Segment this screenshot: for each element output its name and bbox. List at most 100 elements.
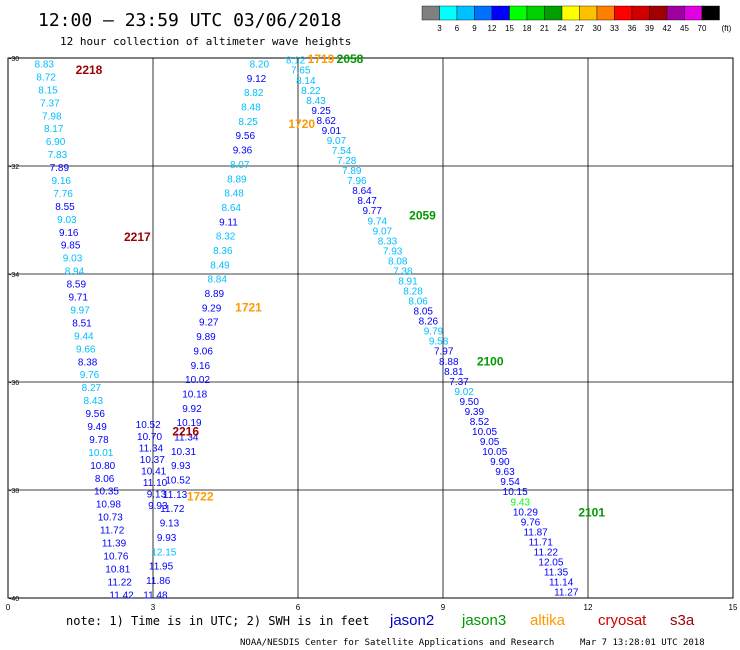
pass-number-label: 1719 [308, 52, 335, 66]
pass-number-label: 2101 [578, 506, 605, 520]
wave-height-label: 10.05 [472, 427, 497, 438]
colorbar-tick: 15 [505, 24, 514, 33]
footer-note: note: 1) Time is in UTC; 2) SWH is in fe… [66, 614, 369, 628]
wave-height-label: 9.13 [160, 519, 180, 530]
wave-height-label: 9.71 [68, 293, 88, 304]
wave-height-label: 10.02 [185, 375, 210, 386]
colorbar-swatch [456, 5, 475, 21]
wave-height-label: 7.54 [332, 146, 352, 157]
wave-height-label: 7.65 [291, 66, 311, 77]
wave-height-label: 10.37 [140, 455, 165, 466]
wave-height-label: 11.22 [108, 577, 133, 588]
wave-height-label: 9.16 [51, 176, 71, 187]
colorbar-tick: 6 [455, 24, 460, 33]
wave-height-label: 8.28 [403, 287, 423, 298]
wave-height-label: 10.73 [98, 513, 123, 524]
colorbar-swatch [439, 5, 458, 21]
wave-height-label: 8.12 [286, 56, 306, 67]
wave-height-label: 8.59 [67, 280, 87, 291]
wave-height-label: 9.03 [63, 254, 83, 265]
y-tick-label: -36 [9, 380, 19, 387]
wave-height-label: 9.74 [368, 216, 388, 227]
wave-height-label: 8.15 [38, 85, 58, 96]
colorbar-tick: 39 [645, 24, 654, 33]
wave-height-label: 8.27 [82, 383, 102, 394]
wave-height-label: 8.52 [470, 417, 490, 428]
wave-height-label: 8.81 [444, 367, 464, 378]
colorbar-tick: 9 [472, 24, 477, 33]
wave-height-label: 9.97 [70, 305, 90, 316]
pass-number-label: 2100 [477, 354, 504, 368]
colorbar-tick: 70 [698, 24, 707, 33]
wave-height-label: 8.14 [296, 76, 316, 87]
wave-height-label: 9.78 [89, 435, 109, 446]
wave-height-label: 7.37 [40, 98, 60, 109]
wave-height-label: 8.48 [224, 189, 244, 200]
x-tick-label: 9 [441, 603, 446, 612]
wave-height-label: 8.89 [205, 289, 225, 300]
colorbar-tick: 33 [610, 24, 619, 33]
wave-height-label: 8.05 [414, 307, 434, 318]
chart-title: 12:00 – 23:59 UTC 03/06/2018 [38, 10, 341, 31]
wave-height-label: 11.34 [139, 443, 164, 454]
x-tick-label: 3 [151, 603, 156, 612]
wave-height-label: 9.25 [311, 106, 331, 117]
wave-height-label: 10.80 [90, 461, 115, 472]
wave-height-label: 7.96 [347, 176, 367, 187]
colorbar-swatch [579, 5, 598, 21]
pass-labels: 2218 2217 2216 1720 1721 1722 1719 2058 2059 2100… [76, 52, 606, 520]
wave-height-label: 10.29 [513, 507, 538, 518]
wave-height-label: 9.29 [202, 303, 222, 314]
wave-height-label: 8.07 [230, 160, 250, 171]
wave-height-label: 11.13 [163, 490, 188, 501]
wave-height-label: 8.08 [388, 256, 408, 267]
wave-height-label: 8.51 [72, 318, 92, 329]
wave-height-label: 11.87 [523, 527, 548, 538]
wave-height-label: 9.03 [57, 215, 77, 226]
wave-height-label: 11.48 [143, 590, 168, 601]
wave-height-label: 9.44 [74, 331, 94, 342]
wave-height-label: 8.49 [210, 260, 230, 271]
colorbar-tick: 24 [558, 24, 567, 33]
colorbar-swatch [631, 5, 650, 21]
colorbar-swatch [544, 5, 563, 21]
colorbar-tick: 30 [593, 24, 602, 33]
wave-height-label: 7.98 [42, 111, 62, 122]
wave-height-label: 9.16 [191, 361, 211, 372]
wave-height-label: 8.55 [55, 202, 75, 213]
pass-number-label: 1720 [288, 117, 315, 131]
wave-height-label: 8.47 [357, 196, 377, 207]
wave-height-label: 8.88 [439, 357, 459, 368]
wave-height-label: 9.93 [171, 461, 191, 472]
wave-height-label: 11.35 [544, 568, 569, 579]
wave-height-label: 9.01 [322, 126, 342, 137]
y-tick-label: -30 [9, 56, 19, 63]
wave-height-label: 8.06 [408, 297, 428, 308]
wave-height-label: 11.10 [143, 478, 168, 489]
colorbar-swatch [614, 5, 633, 21]
colorbar-tick: 21 [540, 24, 549, 33]
colorbar-swatch [596, 5, 615, 21]
wave-height-label: 7.89 [50, 163, 70, 174]
wave-height-label: 9.49 [87, 422, 107, 433]
colorbar-swatch [509, 5, 528, 21]
wave-height-label: 11.14 [549, 578, 574, 589]
wave-height-label: 10.41 [141, 466, 166, 477]
wave-height-label: 9.39 [465, 407, 485, 418]
wave-height-label: 9.93 [157, 533, 177, 544]
wave-height-label: 8.32 [216, 232, 236, 243]
wave-height-label: 10.15 [503, 487, 528, 498]
wave-height-label: 11.42 [109, 590, 134, 601]
pass-number-label: 2218 [76, 63, 103, 77]
wave-height-label: 8.20 [250, 59, 270, 70]
x-tick-label: 0 [6, 603, 11, 612]
colorbar-swatch [684, 5, 703, 21]
wave-height-label: 7.76 [53, 189, 73, 200]
wave-height-label: 8.06 [95, 474, 115, 485]
y-tick-label: -40 [9, 596, 19, 603]
wave-height-label: 8.64 [352, 186, 372, 197]
chart-subtitle: 12 hour collection of altimeter wave hei… [60, 35, 351, 48]
wave-height-label: 8.17 [44, 124, 64, 135]
wave-height-label: 9.58 [429, 337, 449, 348]
